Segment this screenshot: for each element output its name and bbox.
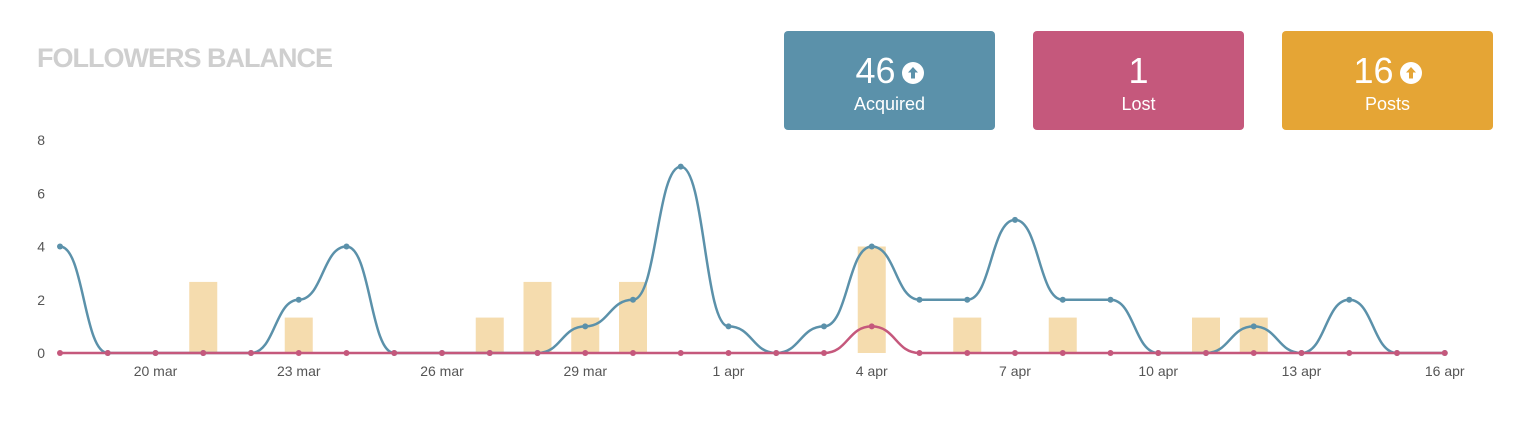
data-point [582,350,589,356]
data-point [1394,350,1400,356]
lost-value: 1 [1128,50,1149,91]
data-point [152,350,159,356]
data-point [725,323,732,330]
x-tick-label: 23 mar [277,363,321,379]
data-point [582,323,589,330]
data-point [630,350,636,356]
x-tick-label: 1 apr [713,363,745,379]
data-point [725,350,732,356]
data-point [1250,323,1257,330]
data-point [248,350,254,356]
posts-label: Posts [1364,94,1411,114]
bar [523,281,552,353]
x-tick-label: 13 apr [1282,363,1322,379]
y-tick-label: 0 [37,345,45,361]
data-point [295,350,302,356]
data-point [1346,350,1353,356]
data-point [1441,350,1448,356]
data-point [1012,216,1018,223]
chart-title: FOLLOWERS BALANCE [37,43,333,73]
data-point [1012,350,1018,356]
bar [1192,317,1220,353]
x-tick-label: 16 apr [1425,363,1465,379]
bar [475,317,504,353]
bar [1239,317,1268,353]
data-point [1107,350,1114,356]
data-point [57,243,63,250]
acquired-value: 46 [855,50,896,91]
acquired-label: Acquired [853,94,926,114]
data-point [1059,296,1066,303]
lost-label: Lost [1121,94,1156,114]
posts-card: 16 Posts [1282,31,1493,130]
x-tick-label: 26 mar [420,363,464,379]
data-point [104,350,111,356]
data-point [343,243,350,250]
data-point [486,350,493,356]
data-point [391,350,398,356]
bar [571,317,600,353]
data-point [57,350,63,356]
data-point [343,350,350,356]
y-tick-label: 6 [37,185,45,201]
series-line [59,165,1445,355]
data-point [630,296,636,303]
data-point [964,350,971,356]
x-tick-label: 10 apr [1138,363,1178,379]
data-point [964,296,971,303]
data-point [821,323,827,330]
x-tick-label: 20 mar [134,363,178,379]
data-point [868,243,875,250]
arrow-up-circle-icon [1399,62,1422,84]
data-point [1203,350,1209,356]
data-point [677,163,684,170]
data-point [821,350,827,356]
posts-value: 16 [1353,50,1394,91]
y-tick-label: 2 [37,292,45,308]
data-point [1155,350,1162,356]
bar [284,317,313,353]
data-point [1346,296,1353,303]
bar [1048,317,1077,353]
bar [189,281,218,353]
x-tick-label: 29 mar [563,363,607,379]
x-tick-label: 4 apr [856,363,888,379]
data-point [1250,350,1257,356]
x-tick-label: 7 apr [999,363,1031,379]
data-point [868,323,875,330]
bar [953,317,982,353]
y-tick-label: 8 [37,132,45,148]
data-point [1059,350,1066,356]
data-point [295,296,302,303]
acquired-card: 46 Acquired [784,31,995,130]
lost-card: 1 Lost [1033,31,1244,130]
data-point [916,350,923,356]
data-point [1298,350,1305,356]
data-point [916,296,923,303]
data-point [534,350,541,356]
y-tick-label: 4 [37,239,45,255]
data-point [1107,296,1114,303]
data-point [773,350,780,356]
data-point [677,350,684,356]
arrow-up-circle-icon [901,62,924,84]
data-point [439,350,445,356]
bar [857,246,886,353]
data-point [200,350,207,356]
